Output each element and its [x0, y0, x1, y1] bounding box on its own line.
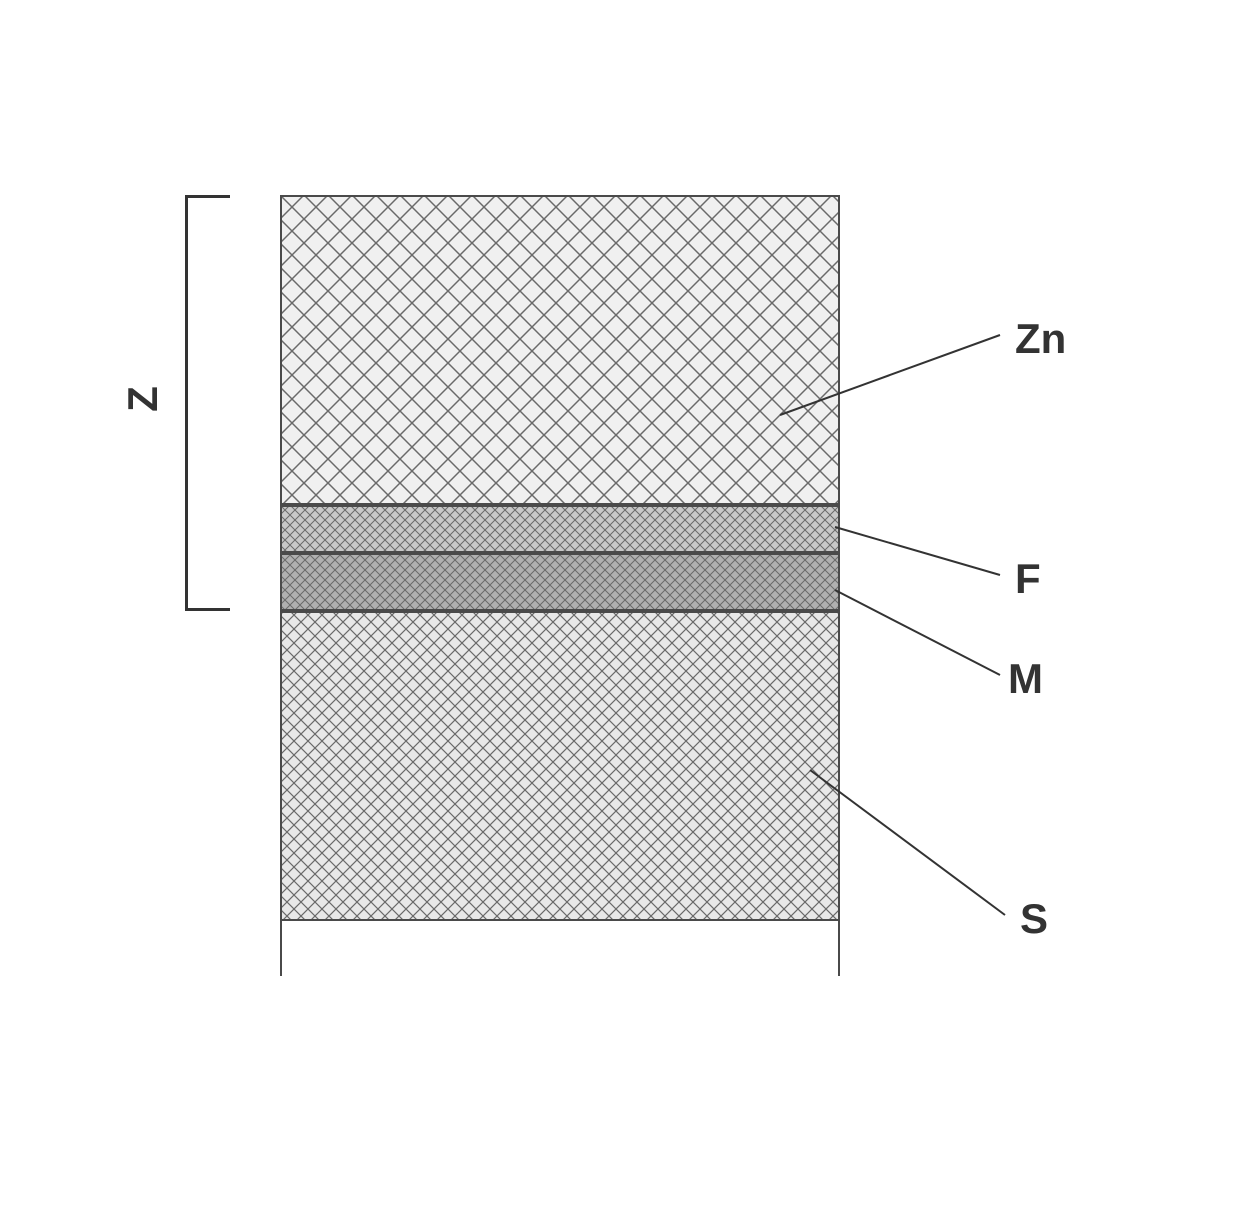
label-m: M — [1008, 655, 1043, 703]
label-f: F — [1015, 555, 1041, 603]
z-bracket-top-tick — [185, 195, 230, 198]
z-bracket-label: Z — [119, 386, 167, 412]
label-zn: Zn — [1015, 315, 1066, 363]
z-bracket-bottom-tick — [185, 608, 230, 611]
z-bracket-vline — [185, 195, 188, 611]
label-s: S — [1020, 895, 1048, 943]
layer-diagram: Z Zn F M S — [280, 195, 840, 945]
z-bracket — [165, 195, 255, 611]
